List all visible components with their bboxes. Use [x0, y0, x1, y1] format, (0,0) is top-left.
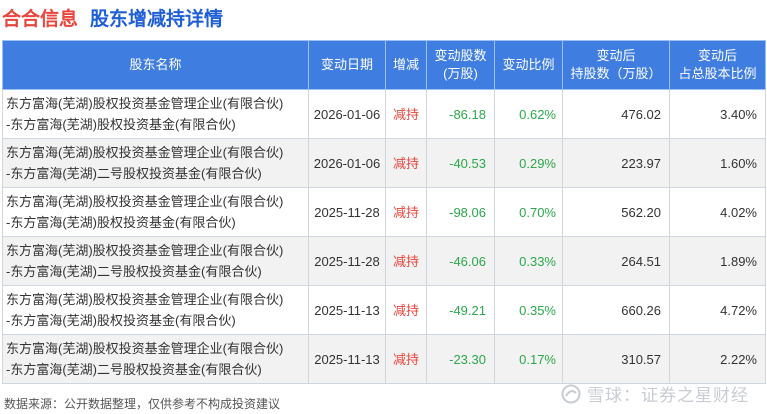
after-ratio-cell: 4.02%: [669, 187, 766, 237]
change-shares-cell: -86.18: [426, 89, 495, 139]
date-cell: 2025-11-28: [308, 187, 386, 237]
holder-name-line2: -东方富海(芜湖)二号股权投资基金(有限合伙): [6, 362, 262, 377]
change-type-cell: 减持: [385, 236, 427, 286]
col-header-holder: 股东名称: [2, 40, 309, 90]
after-shares-cell: 660.26: [562, 285, 670, 335]
after-shares-cell: 476.02: [562, 89, 670, 139]
change-type-cell: 减持: [385, 334, 427, 384]
after-ratio-cell: 1.89%: [669, 236, 766, 286]
col-header-after-shares: 变动后 持股数（万股）: [562, 40, 670, 90]
after-shares-cell: 562.20: [562, 187, 670, 237]
change-ratio-cell: 0.29%: [494, 138, 563, 188]
change-type-cell: 减持: [385, 285, 427, 335]
holder-name-line1: 东方富海(芜湖)股权投资基金管理企业(有限合伙): [6, 243, 284, 258]
date-cell: 2025-11-13: [308, 334, 386, 384]
after-ratio-cell: 4.72%: [669, 285, 766, 335]
holder-name-line1: 东方富海(芜湖)股权投资基金管理企业(有限合伙): [6, 341, 284, 356]
after-ratio-cell: 1.60%: [669, 138, 766, 188]
change-ratio-cell: 0.35%: [494, 285, 563, 335]
change-ratio-cell: 0.17%: [494, 334, 563, 384]
holdings-change-table-container: 股东名称 变动日期 增减 变动股数 (万股) 变动比例 变动后 持股数（万股） 变动…: [2, 40, 766, 384]
report-topic: 股东增减持详情: [90, 8, 224, 30]
table-row: 东方富海(芜湖)股权投资基金管理企业(有限合伙) -东方富海(芜湖)二号股权投资基…: [2, 334, 766, 384]
change-type-cell: 减持: [385, 89, 427, 139]
change-ratio-cell: 0.70%: [494, 187, 563, 237]
after-shares-cell: 310.57: [562, 334, 670, 384]
table-row: 东方富海(芜湖)股权投资基金管理企业(有限合伙) -东方富海(芜湖)二号股权投资基…: [2, 138, 766, 188]
holder-name-cell: 东方富海(芜湖)股权投资基金管理企业(有限合伙) -东方富海(芜湖)二号股权投资基…: [2, 334, 309, 384]
date-cell: 2025-11-13: [308, 285, 386, 335]
col-header-date: 变动日期: [308, 40, 386, 90]
company-name: 合合信息: [2, 8, 79, 30]
holder-name-line2: -东方富海(芜湖)二号股权投资基金(有限合伙): [6, 166, 262, 181]
holder-name-line1: 东方富海(芜湖)股权投资基金管理企业(有限合伙): [6, 145, 284, 160]
holder-name-cell: 东方富海(芜湖)股权投资基金管理企业(有限合伙) -东方富海(芜湖)二号股权投资基…: [2, 236, 309, 286]
after-shares-cell: 223.97: [562, 138, 670, 188]
col-header-change-shares: 变动股数 (万股): [426, 40, 495, 90]
holder-name-line1: 东方富海(芜湖)股权投资基金管理企业(有限合伙): [6, 292, 284, 307]
holder-name-line1: 东方富海(芜湖)股权投资基金管理企业(有限合伙): [6, 96, 284, 111]
table-row: 东方富海(芜湖)股权投资基金管理企业(有限合伙) -东方富海(芜湖)股权投资基金(…: [2, 285, 766, 335]
table-row: 东方富海(芜湖)股权投资基金管理企业(有限合伙) -东方富海(芜湖)股权投资基金(…: [2, 89, 766, 139]
holder-name-line2: -东方富海(芜湖)股权投资基金(有限合伙): [6, 117, 236, 132]
snowball-icon: [561, 384, 581, 403]
table-row: 东方富海(芜湖)股权投资基金管理企业(有限合伙) -东方富海(芜湖)股权投资基金(…: [2, 187, 766, 237]
after-ratio-cell: 3.40%: [669, 89, 766, 139]
change-shares-cell: -98.06: [426, 187, 495, 237]
holder-name-line1: 东方富海(芜湖)股权投资基金管理企业(有限合伙): [6, 194, 284, 209]
holder-name-line2: -东方富海(芜湖)股权投资基金(有限合伙): [6, 215, 236, 230]
change-ratio-cell: 0.33%: [494, 236, 563, 286]
date-cell: 2026-01-06: [308, 138, 386, 188]
page-title: 合合信息 股东增减持详情: [2, 2, 223, 32]
holder-name-line2: -东方富海(芜湖)股权投资基金(有限合伙): [6, 313, 236, 328]
holder-name-cell: 东方富海(芜湖)股权投资基金管理企业(有限合伙) -东方富海(芜湖)股权投资基金(…: [2, 89, 309, 139]
col-header-after-ratio: 变动后 占总股本比例: [669, 40, 766, 90]
holder-name-line2: -东方富海(芜湖)二号股权投资基金(有限合伙): [6, 264, 262, 279]
change-shares-cell: -46.06: [426, 236, 495, 286]
data-source-note: 数据来源：公开数据整理，仅供参考不构成投资建议: [4, 397, 281, 411]
holdings-change-table: 股东名称 变动日期 增减 变动股数 (万股) 变动比例 变动后 持股数（万股） 变动…: [2, 40, 766, 384]
holder-name-cell: 东方富海(芜湖)股权投资基金管理企业(有限合伙) -东方富海(芜湖)二号股权投资基…: [2, 138, 309, 188]
change-shares-cell: -49.21: [426, 285, 495, 335]
change-shares-cell: -40.53: [426, 138, 495, 188]
change-type-cell: 减持: [385, 138, 427, 188]
table-header-row: 股东名称 变动日期 增减 变动股数 (万股) 变动比例 变动后 持股数（万股） 变动…: [2, 40, 766, 90]
change-shares-cell: -23.30: [426, 334, 495, 384]
watermark: 雪球：证券之星财经: [561, 381, 749, 406]
change-type-cell: 减持: [385, 187, 427, 237]
col-header-type: 增减: [385, 40, 427, 90]
change-ratio-cell: 0.62%: [494, 89, 563, 139]
col-header-change-ratio: 变动比例: [494, 40, 563, 90]
table-row: 东方富海(芜湖)股权投资基金管理企业(有限合伙) -东方富海(芜湖)二号股权投资基…: [2, 236, 766, 286]
table-body: 东方富海(芜湖)股权投资基金管理企业(有限合伙) -东方富海(芜湖)股权投资基金(…: [2, 89, 766, 384]
watermark-text: 雪球：证券之星财经: [587, 386, 749, 405]
after-shares-cell: 264.51: [562, 236, 670, 286]
holder-name-cell: 东方富海(芜湖)股权投资基金管理企业(有限合伙) -东方富海(芜湖)股权投资基金(…: [2, 285, 309, 335]
after-ratio-cell: 2.22%: [669, 334, 766, 384]
date-cell: 2026-01-06: [308, 89, 386, 139]
holder-name-cell: 东方富海(芜湖)股权投资基金管理企业(有限合伙) -东方富海(芜湖)股权投资基金(…: [2, 187, 309, 237]
date-cell: 2025-11-28: [308, 236, 386, 286]
